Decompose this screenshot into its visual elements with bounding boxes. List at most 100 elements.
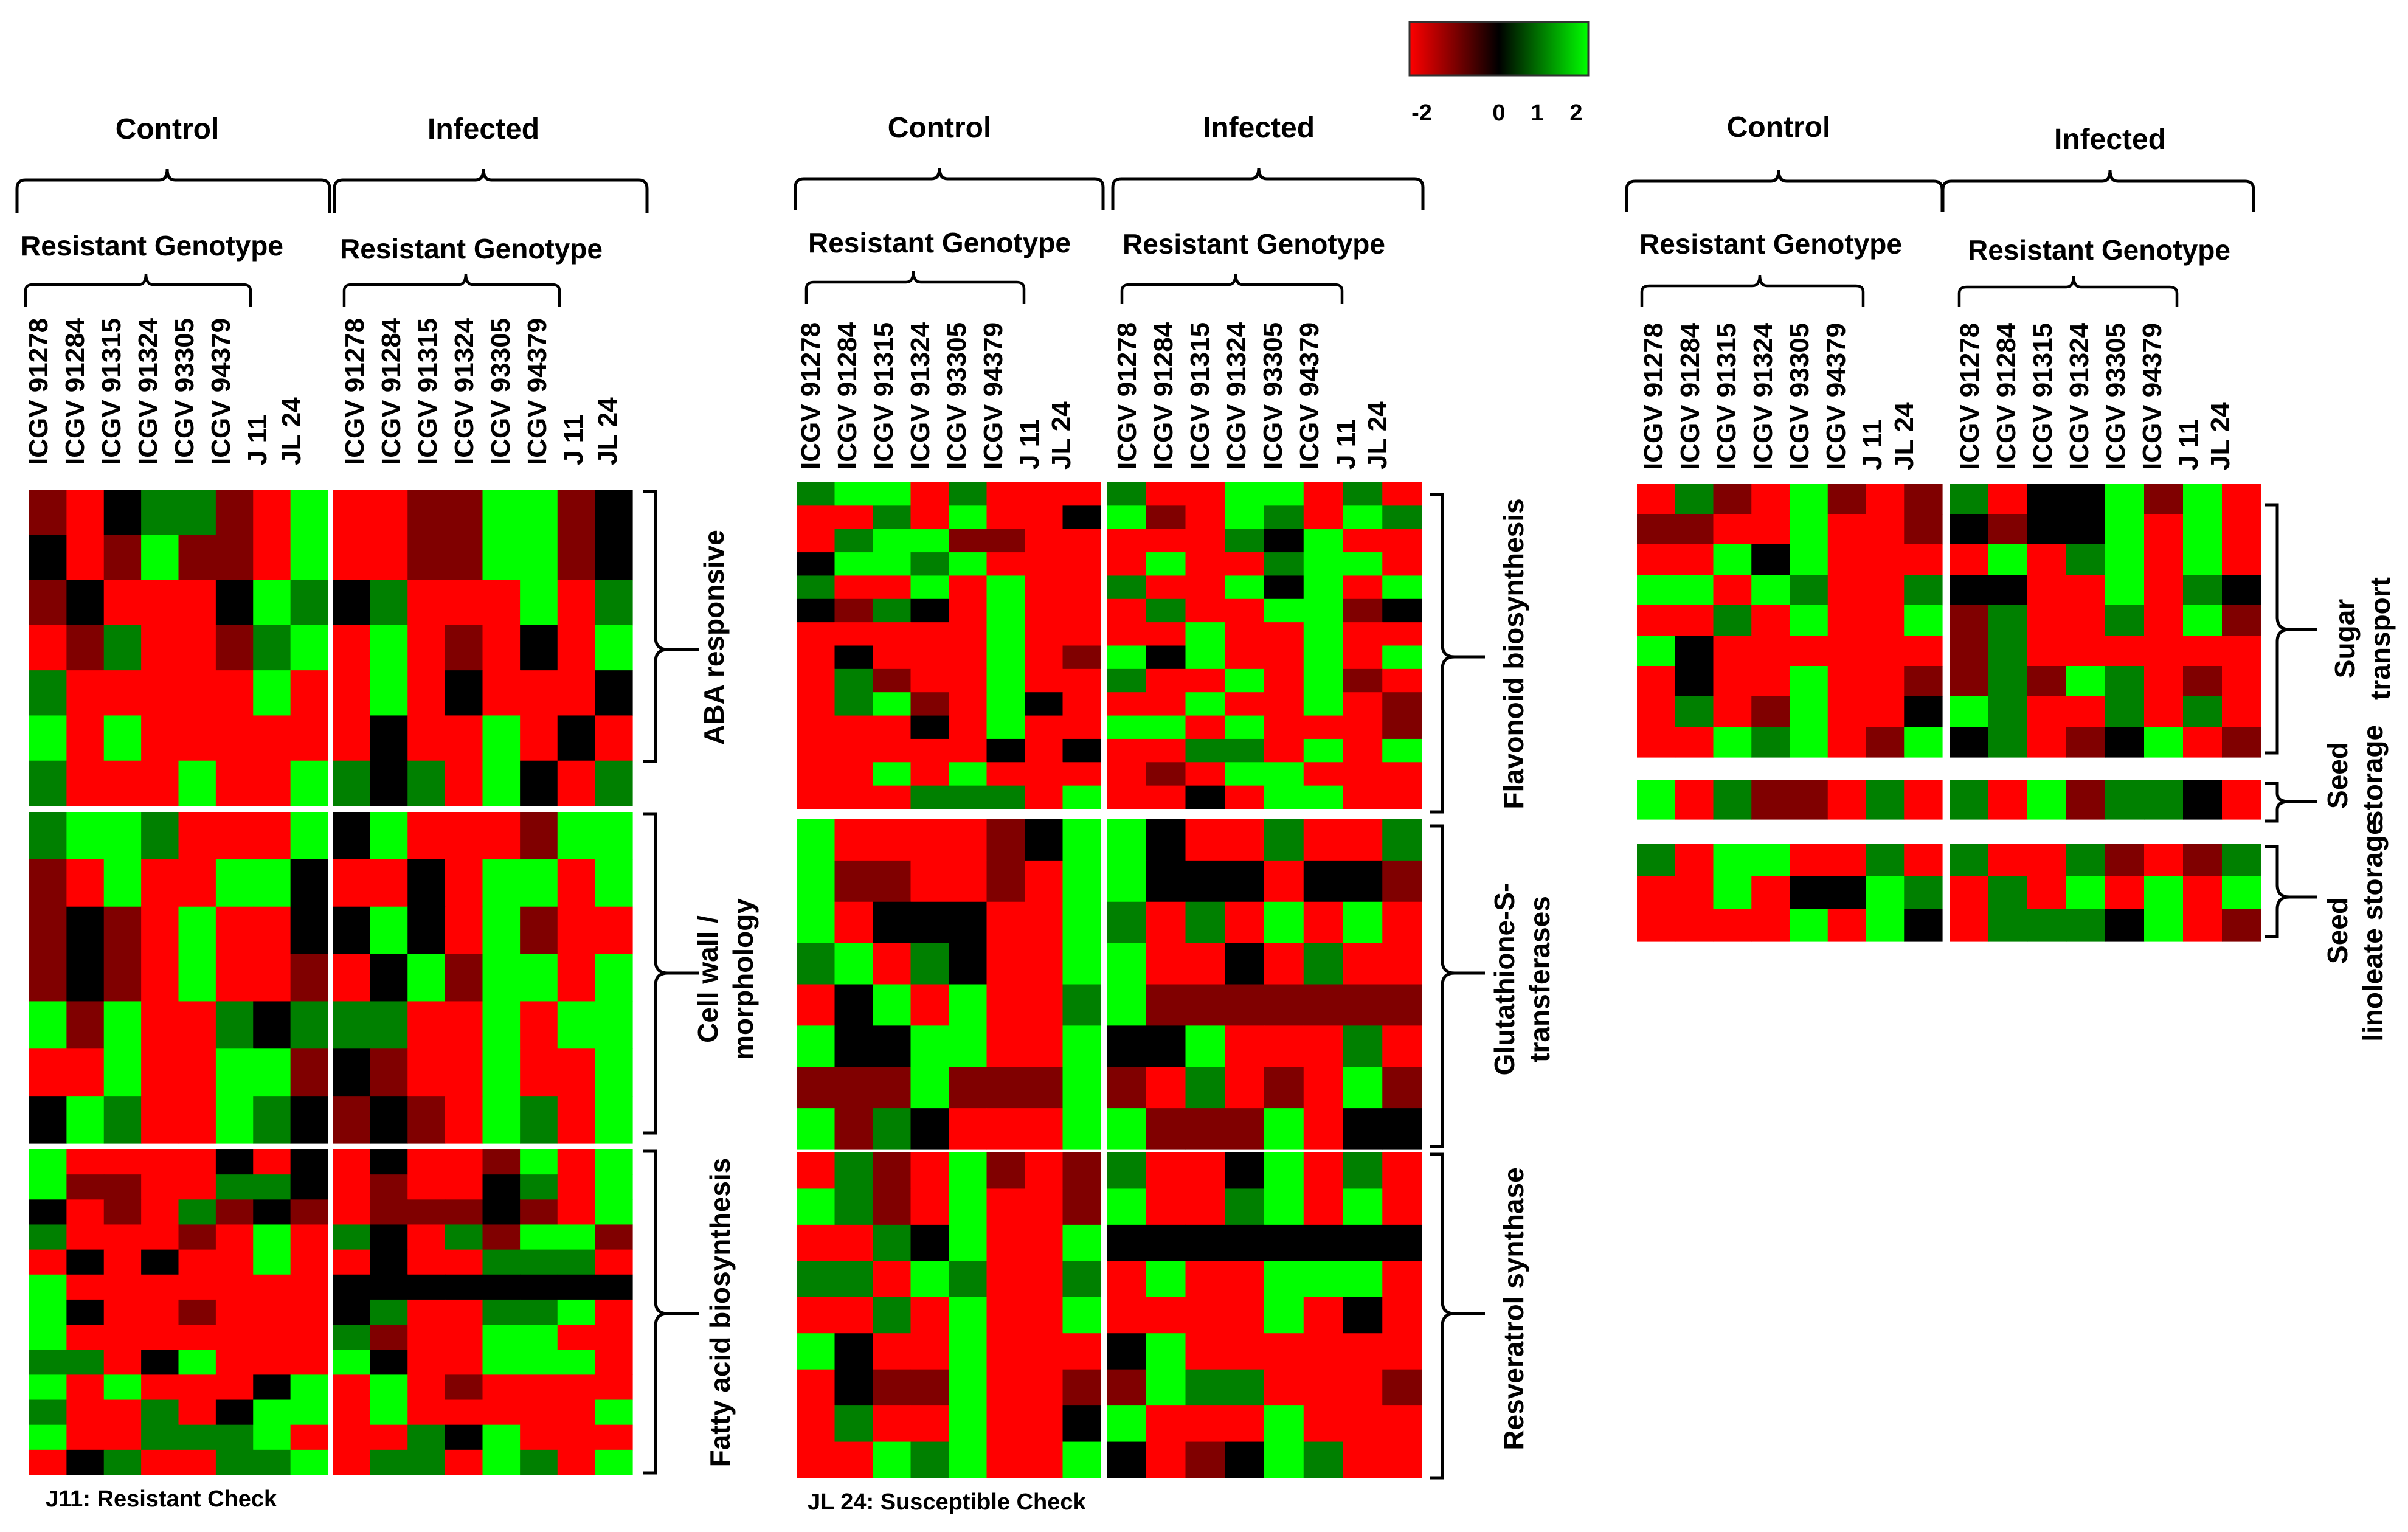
heatmap-cell bbox=[1225, 1333, 1265, 1370]
heatmap-cell bbox=[797, 1067, 836, 1109]
heatmap-cell bbox=[1025, 1025, 1064, 1067]
heatmap-cell bbox=[1062, 901, 1101, 944]
heatmap-cell bbox=[141, 1249, 179, 1275]
heatmap-cell bbox=[178, 906, 216, 955]
heatmap-cell bbox=[949, 1067, 988, 1109]
heatmap-cell bbox=[873, 762, 912, 786]
heatmap-cell bbox=[1904, 876, 1943, 909]
heatmap-cell bbox=[557, 859, 595, 907]
heatmap-cell bbox=[1343, 762, 1383, 786]
heatmap-cell bbox=[873, 575, 912, 600]
genotype-bracket bbox=[1957, 276, 2179, 307]
column-label: ICGV 93305 bbox=[1258, 322, 1288, 470]
heatmap-cell bbox=[1185, 943, 1225, 985]
heatmap-cell bbox=[1343, 943, 1383, 985]
heatmap-cell bbox=[215, 1149, 254, 1175]
heatmap-cell bbox=[2105, 575, 2145, 606]
heatmap-cell bbox=[1225, 1067, 1265, 1109]
heatmap-cell bbox=[66, 1096, 105, 1144]
heatmap-cell bbox=[1751, 876, 1790, 909]
heatmap-cell bbox=[407, 760, 446, 806]
column-label: JL 24 bbox=[1889, 402, 1919, 470]
heatmap-cell bbox=[178, 1325, 216, 1350]
heatmap-cell bbox=[407, 1374, 446, 1401]
heatmap-cell bbox=[445, 1001, 483, 1049]
heatmap-cell bbox=[1225, 1369, 1265, 1406]
heatmap-cell bbox=[103, 1048, 142, 1097]
heatmap-cell bbox=[1264, 785, 1304, 809]
heatmap-cell bbox=[66, 1399, 105, 1426]
heatmap-cell bbox=[910, 715, 949, 740]
heatmap-cell bbox=[1025, 482, 1064, 506]
heatmap-cell bbox=[949, 598, 988, 623]
heatmap-cell bbox=[215, 715, 254, 761]
heatmap-cell bbox=[1382, 819, 1422, 861]
heatmap-cell bbox=[215, 954, 254, 1002]
heatmap-cell bbox=[1790, 636, 1828, 667]
heatmap-cell bbox=[370, 1249, 408, 1275]
heatmap-cell bbox=[1988, 727, 2028, 758]
heatmap-cell bbox=[2066, 780, 2106, 820]
heatmap-cell bbox=[910, 692, 949, 716]
heatmap-cell bbox=[595, 812, 633, 860]
heatmap-cell bbox=[595, 1174, 633, 1200]
heatmap-cell bbox=[910, 1261, 949, 1298]
heatmap-cell bbox=[1866, 605, 1905, 636]
heatmap-cell bbox=[520, 1224, 558, 1250]
heatmap-cell bbox=[2066, 909, 2106, 942]
heatmap-cell bbox=[1062, 1152, 1101, 1190]
heatmap-cell bbox=[445, 1224, 483, 1250]
column-label: ICGV 91315 bbox=[97, 318, 126, 465]
heatmap-cell bbox=[1225, 738, 1265, 763]
heatmap-cell bbox=[986, 622, 1025, 646]
heatmap-cell bbox=[1988, 575, 2028, 606]
heatmap-cell bbox=[520, 1325, 558, 1350]
heatmap-cell bbox=[1343, 860, 1383, 903]
heatmap-cell bbox=[910, 1188, 949, 1225]
heatmap-cell bbox=[520, 1149, 558, 1175]
heatmap-cell bbox=[1303, 715, 1344, 740]
heatmap-cell bbox=[370, 906, 408, 955]
heatmap-cell bbox=[333, 906, 371, 955]
heatmap-cell bbox=[1062, 692, 1101, 716]
heatmap-cell bbox=[949, 1333, 988, 1370]
heatmap-cell bbox=[1343, 1405, 1383, 1443]
heatmap-cell bbox=[1062, 860, 1101, 903]
heatmap-cell bbox=[834, 1441, 873, 1478]
heatmap-cell bbox=[407, 1249, 446, 1275]
heatmap-cell bbox=[595, 1149, 633, 1175]
row-bracket bbox=[2265, 845, 2317, 938]
heatmap-cell bbox=[290, 625, 328, 671]
heatmap-cell bbox=[595, 1048, 633, 1097]
heatmap-cell bbox=[2222, 544, 2261, 575]
heatmap-cell bbox=[834, 943, 873, 985]
heatmap-cell bbox=[1025, 1188, 1064, 1225]
heatmap-cell bbox=[910, 552, 949, 577]
heatmap-cell bbox=[66, 490, 105, 535]
heatmap-cell bbox=[2027, 666, 2067, 697]
heatmap-cell bbox=[520, 625, 558, 671]
heatmap-cell bbox=[2027, 780, 2067, 820]
heatmap-cell bbox=[1146, 575, 1186, 600]
row-group-label: Seed storage bbox=[2322, 725, 2389, 826]
heatmap-cell bbox=[595, 1325, 633, 1350]
heatmap-cell bbox=[595, 1399, 633, 1426]
heatmap-cell bbox=[797, 505, 836, 530]
heatmap-cell bbox=[1062, 552, 1101, 577]
heatmap-cell bbox=[834, 598, 873, 623]
heatmap-cell bbox=[910, 819, 949, 861]
heatmap-cell bbox=[333, 1048, 371, 1097]
heatmap-cell bbox=[1146, 552, 1186, 577]
heatmap-cell bbox=[557, 1048, 595, 1097]
heatmap-cell bbox=[1107, 1441, 1147, 1478]
heatmap-cell bbox=[873, 1025, 912, 1067]
column-label: JL 24 bbox=[1363, 401, 1393, 470]
heatmap-cell bbox=[910, 1067, 949, 1109]
heatmap-cell bbox=[873, 505, 912, 530]
heatmap-cell bbox=[797, 1297, 836, 1334]
heatmap-cell bbox=[407, 670, 446, 716]
heatmap-cell bbox=[595, 760, 633, 806]
heatmap-cell bbox=[949, 762, 988, 786]
heatmap-cell bbox=[557, 1224, 595, 1250]
